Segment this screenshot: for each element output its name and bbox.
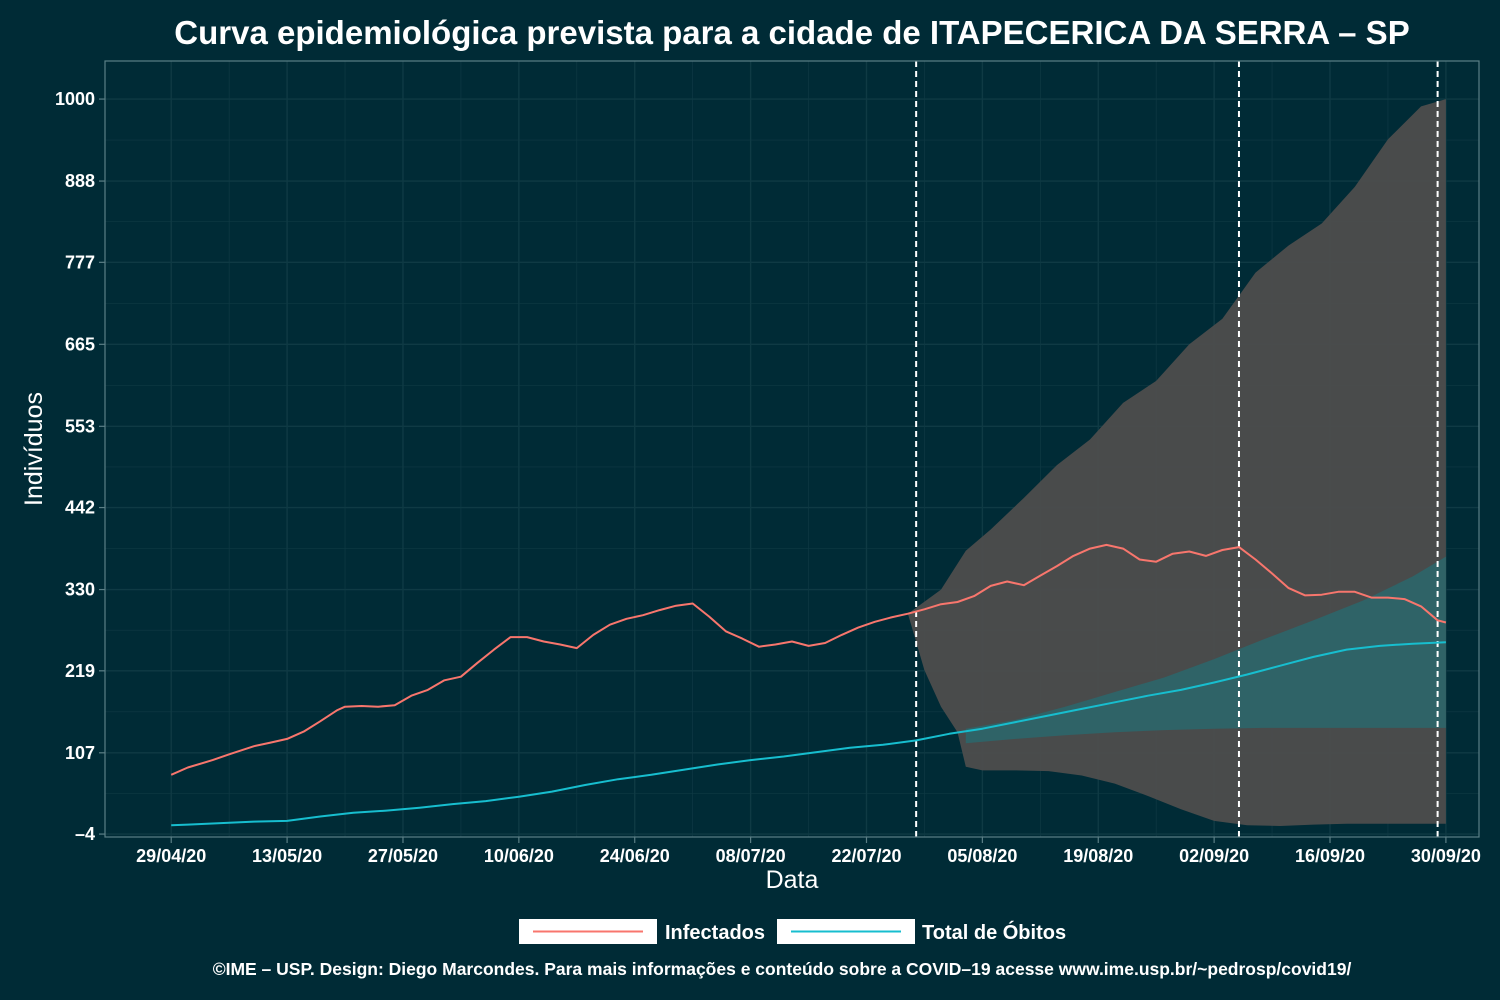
confidence-bands — [907, 99, 1446, 827]
y-tick-label-8: 888 — [65, 171, 95, 191]
x-tick-label-1: 13/05/20 — [252, 846, 322, 866]
legend-label-infectados: Infectados — [665, 922, 765, 944]
y-tick-label-4: 442 — [65, 498, 95, 518]
y-tick-label-5: 553 — [65, 416, 95, 436]
x-tick-label-5: 08/07/20 — [716, 846, 786, 866]
x-axis-title: Data — [766, 866, 819, 894]
legend-label-obitos: Total de Óbitos — [922, 920, 1066, 944]
x-tick-label-0: 29/04/20 — [136, 846, 206, 866]
x-tick-label-3: 10/06/20 — [484, 846, 554, 866]
series-line-total-de-obitos — [171, 641, 1446, 827]
x-tick-label-7: 05/08/20 — [947, 846, 1017, 866]
y-tick-label-7: 777 — [65, 252, 95, 272]
legend: Infectados Total de Óbitos — [519, 919, 1066, 944]
y-tick-label-2: 219 — [65, 661, 95, 681]
y-axis-title: Indivíduos — [20, 392, 48, 506]
x-tick-label-11: 30/09/20 — [1411, 846, 1481, 866]
y-tick-label-0: –4 — [75, 824, 95, 844]
x-axis-ticks: 29/04/20 13/05/20 27/05/20 10/06/20 24/06/20… — [136, 837, 1481, 866]
series-line-infectados — [170, 543, 1447, 776]
y-axis-ticks: –4 107 219 330 442 553 665 777 888 1000 — [55, 89, 105, 844]
chart-title: Curva epidemiológica prevista para a cid… — [174, 14, 1409, 51]
plot-border — [104, 60, 1480, 838]
x-tick-label-2: 27/05/20 — [368, 846, 438, 866]
x-tick-label-4: 24/06/20 — [600, 846, 670, 866]
band-total-de-obitos — [965, 556, 1446, 744]
x-tick-label-8: 19/08/20 — [1063, 846, 1133, 866]
x-tick-label-6: 22/07/20 — [831, 846, 901, 866]
y-tick-label-1: 107 — [65, 743, 95, 763]
credit-footer: ©IME – USP. Design: Diego Marcondes. Par… — [213, 959, 1352, 979]
y-tick-label-3: 330 — [65, 580, 95, 600]
y-tick-label-6: 665 — [65, 334, 95, 354]
series-lines — [170, 543, 1447, 827]
y-tick-label-9: 1000 — [55, 89, 95, 109]
x-tick-label-10: 16/09/20 — [1295, 846, 1365, 866]
x-tick-label-9: 02/09/20 — [1179, 846, 1249, 866]
